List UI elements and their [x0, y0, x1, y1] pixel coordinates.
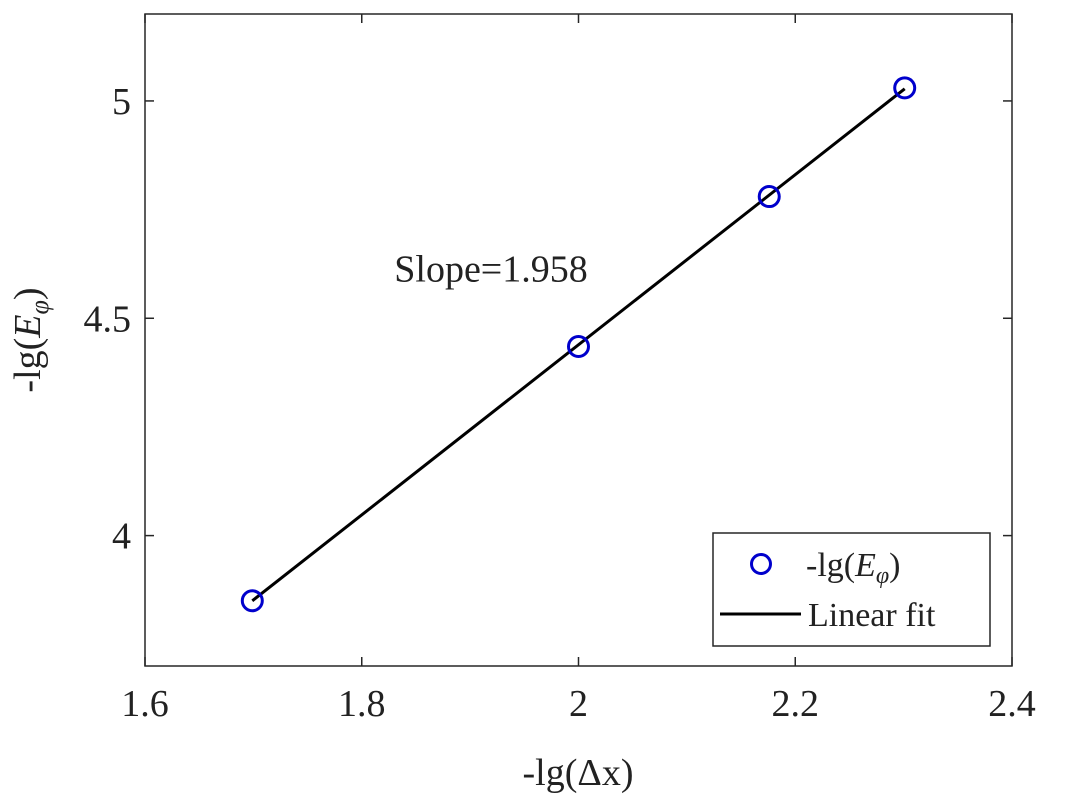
y-axis-label: -lg(Eφ)	[7, 287, 54, 392]
x-tick-label: 1.8	[338, 683, 386, 725]
linear-fit-line	[251, 87, 906, 602]
data-point	[240, 589, 264, 613]
y-tick-label: 5	[112, 81, 131, 123]
y-axis-label-prefix: -lg(	[7, 338, 49, 393]
x-axis-label: -lg(Δx)	[523, 752, 634, 794]
legend-label-linear-fit: Linear fit	[808, 597, 936, 634]
legend-marker-data-points	[750, 553, 772, 575]
legend-label-variable: E	[854, 547, 876, 584]
x-tick-label: 2.4	[988, 683, 1036, 725]
legend-label-suffix: )	[889, 547, 900, 584]
data-point	[567, 335, 590, 359]
legend-label-subscript: φ	[876, 563, 889, 589]
y-tick-label: 4.5	[84, 298, 132, 340]
data-point	[757, 185, 781, 209]
data-point	[893, 76, 917, 100]
series-layer	[240, 76, 917, 613]
legend-box	[712, 532, 991, 647]
ticks-layer: 1.6 1.8 2 2.2 2.4 4 4.5 5	[84, 14, 1036, 725]
legend-label-data-points: -lg(Eφ)	[806, 547, 900, 589]
x-tick-label: 2	[569, 683, 588, 725]
y-axis-label-subscript: φ	[25, 300, 54, 314]
y-tick-label: 4	[112, 516, 131, 558]
legend: -lg(Eφ) Linear fit	[712, 532, 991, 647]
plot-frame	[144, 13, 1013, 667]
x-tick-label: 2.2	[772, 683, 820, 725]
slope-annotation: Slope=1.958	[394, 248, 588, 290]
y-axis-label-variable: E	[7, 314, 49, 338]
legend-label-prefix: -lg(	[806, 547, 855, 584]
y-axis-label-suffix: )	[7, 287, 49, 300]
x-tick-label: 1.6	[121, 683, 169, 725]
